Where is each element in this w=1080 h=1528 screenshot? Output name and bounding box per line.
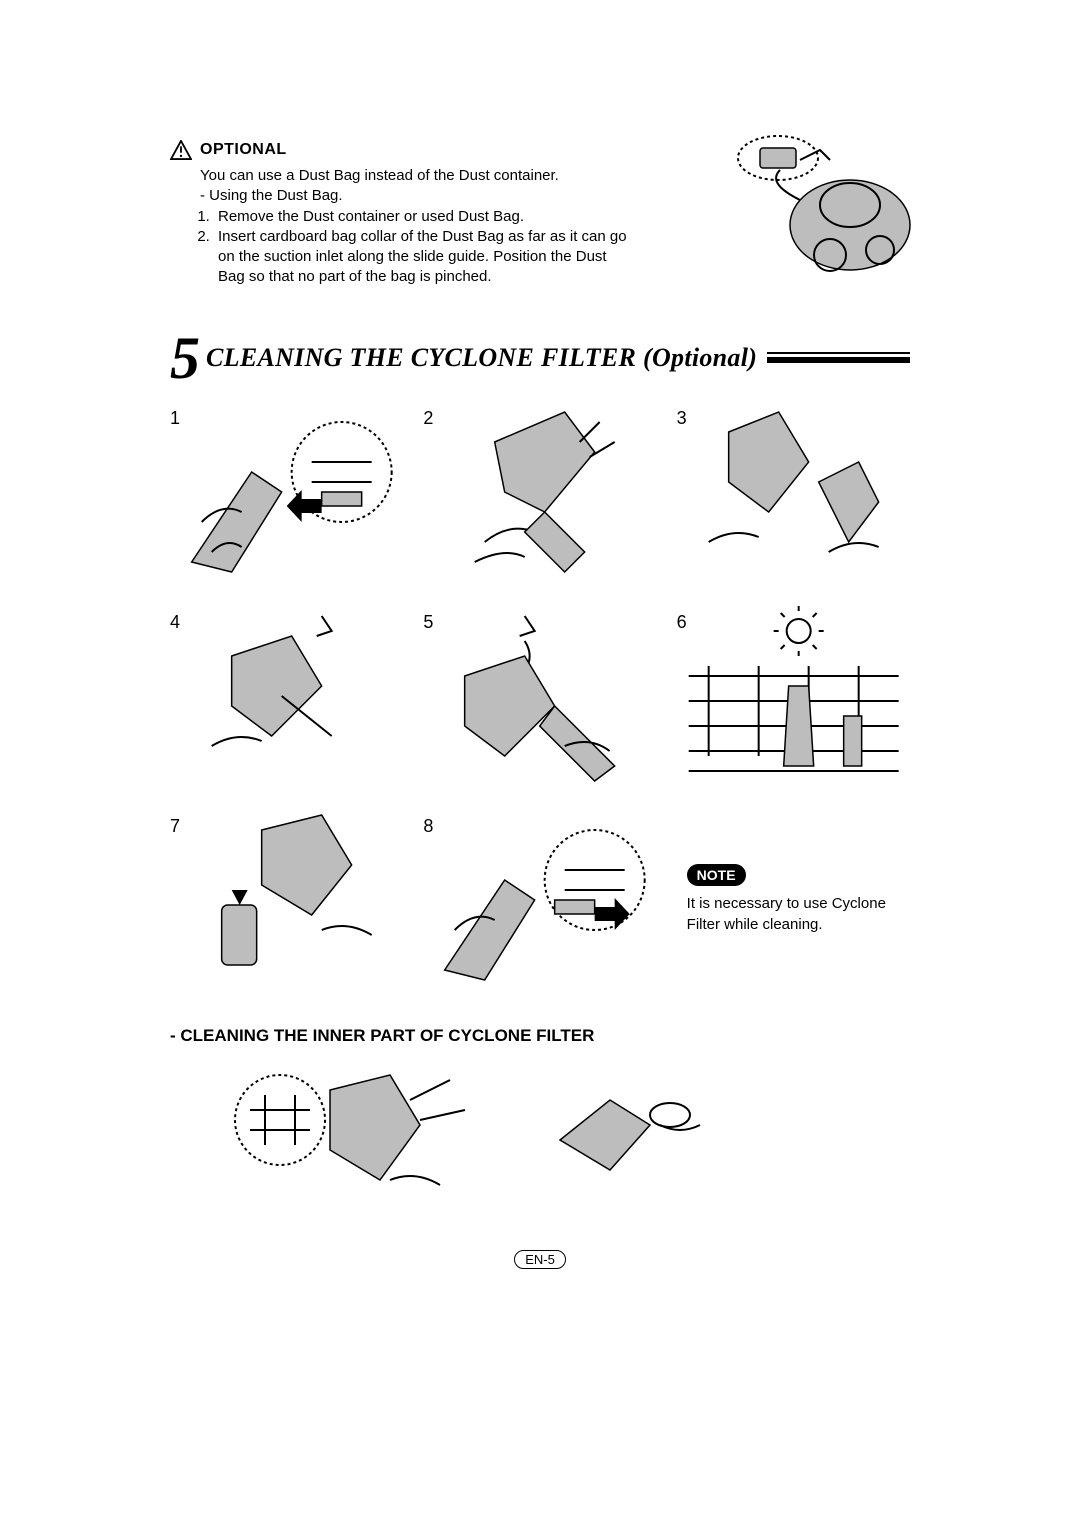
note-text: It is necessary to use Cyclone Filter wh… [687,894,910,935]
step-illustration-6 [677,606,910,786]
step-number: 2 [423,408,433,429]
section-number: 5 [170,328,200,388]
step-number: 6 [677,612,687,633]
step-illustration-1 [170,402,403,582]
cyclone-steps-grid: 1 2 3 [170,402,910,990]
step-cell-7: 7 [170,810,403,990]
page-number: EN-5 [514,1250,566,1269]
warning-icon [170,140,192,160]
page-number-container: EN-5 [170,1250,910,1269]
step-cell-1: 1 [170,402,403,582]
inner-illustration-2 [540,1080,720,1180]
optional-intro: You can use a Dust Bag instead of the Du… [200,166,630,186]
note-badge: NOTE [687,864,746,886]
optional-steps-list: Remove the Dust container or used Dust B… [214,207,630,288]
step-number: 4 [170,612,180,633]
optional-using-label: - Using the Dust Bag. [200,186,630,206]
step-illustration-4 [170,606,403,786]
step-cell-5: 5 [423,606,656,786]
step-illustration-8 [423,810,656,990]
step-illustration-5 [423,606,656,786]
step-illustration-2 [423,402,656,582]
step-cell-3: 3 [677,402,910,582]
step-number: 1 [170,408,180,429]
optional-step: Remove the Dust container or used Dust B… [214,207,630,227]
step-cell-6: 6 [677,606,910,786]
step-number: 8 [423,816,433,837]
inner-illustrations-row [220,1060,910,1220]
inner-cleaning-heading: - CLEANING THE INNER PART OF CYCLONE FIL… [170,1026,910,1046]
manual-page: OPTIONAL You can use a Dust Bag instead … [170,140,910,1269]
step-illustration-7 [170,810,403,990]
section-5-heading: 5 CLEANING THE CYCLONE FILTER (Optional) [170,328,910,388]
step-illustration-3 [677,402,910,582]
step-number: 3 [677,408,687,429]
step-cell-8: 8 [423,810,656,990]
optional-body: You can use a Dust Bag instead of the Du… [200,166,630,288]
step-number: 5 [423,612,433,633]
heading-rule [767,350,910,366]
optional-label: OPTIONAL [200,141,287,159]
step-cell-4: 4 [170,606,403,786]
inner-illustration-1 [220,1060,480,1220]
note-cell: NOTE It is necessary to use Cyclone Filt… [677,810,910,990]
step-number: 7 [170,816,180,837]
vacuum-illustration [710,130,920,280]
optional-step: Insert cardboard bag collar of the Dust … [214,227,630,288]
optional-section: OPTIONAL You can use a Dust Bag instead … [170,140,910,288]
step-cell-2: 2 [423,402,656,582]
section-title: CLEANING THE CYCLONE FILTER (Optional) [206,343,757,373]
